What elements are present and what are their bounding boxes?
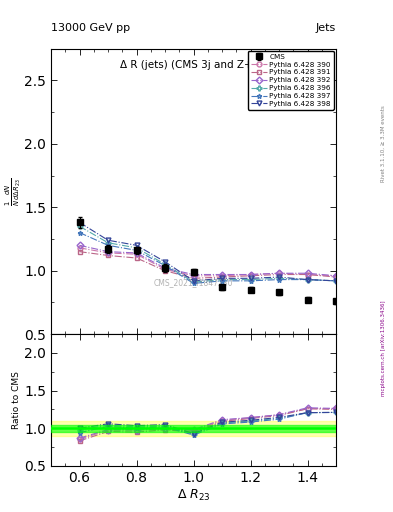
Pythia 6.428 390: [220, 273, 224, 279]
Pythia 6.428 397: [191, 280, 196, 286]
Pythia 6.428 397: [305, 276, 310, 283]
Pythia 6.428 390: [106, 250, 110, 256]
Pythia 6.428 397: [220, 278, 224, 284]
Pythia 6.428 390: [77, 245, 82, 251]
Pythia 6.428 390: [277, 270, 281, 276]
Line: Pythia 6.428 391: Pythia 6.428 391: [77, 249, 338, 281]
Line: Pythia 6.428 397: Pythia 6.428 397: [77, 230, 338, 286]
Pythia 6.428 396: [220, 276, 224, 283]
Pythia 6.428 392: [220, 271, 224, 278]
Pythia 6.428 397: [248, 278, 253, 284]
Pythia 6.428 391: [277, 271, 281, 278]
Legend: CMS, Pythia 6.428 390, Pythia 6.428 391, Pythia 6.428 392, Pythia 6.428 396, Pyt: CMS, Pythia 6.428 390, Pythia 6.428 391,…: [248, 51, 334, 110]
Pythia 6.428 390: [334, 273, 338, 279]
Pythia 6.428 392: [134, 250, 139, 256]
Pythia 6.428 398: [220, 275, 224, 282]
Pythia 6.428 398: [334, 278, 338, 284]
Pythia 6.428 390: [305, 271, 310, 278]
Pythia 6.428 391: [134, 255, 139, 261]
Pythia 6.428 397: [134, 247, 139, 253]
Pythia 6.428 391: [163, 268, 167, 274]
Text: Δ R (jets) (CMS 3j and Z+2j): Δ R (jets) (CMS 3j and Z+2j): [120, 60, 267, 70]
Pythia 6.428 397: [163, 263, 167, 269]
Bar: [51, 421, 336, 436]
Y-axis label: Ratio to CMS: Ratio to CMS: [13, 371, 22, 429]
Bar: [51, 424, 336, 432]
Pythia 6.428 390: [163, 266, 167, 272]
Text: CMS_2021_I1847230: CMS_2021_I1847230: [154, 278, 233, 287]
Pythia 6.428 396: [248, 276, 253, 283]
Y-axis label: $\frac{1}{N}\frac{dN}{d\Delta R_{23}}$: $\frac{1}{N}\frac{dN}{d\Delta R_{23}}$: [4, 177, 23, 206]
Pythia 6.428 396: [191, 279, 196, 285]
Pythia 6.428 392: [163, 265, 167, 271]
Pythia 6.428 396: [77, 223, 82, 229]
Pythia 6.428 392: [277, 270, 281, 276]
Pythia 6.428 397: [77, 229, 82, 236]
Pythia 6.428 396: [334, 278, 338, 284]
Pythia 6.428 396: [305, 276, 310, 283]
X-axis label: $\Delta\ R_{23}$: $\Delta\ R_{23}$: [177, 487, 210, 503]
Pythia 6.428 391: [106, 252, 110, 259]
Pythia 6.428 398: [106, 237, 110, 243]
Pythia 6.428 396: [277, 275, 281, 282]
Pythia 6.428 398: [163, 259, 167, 265]
Pythia 6.428 396: [106, 240, 110, 246]
Pythia 6.428 398: [134, 242, 139, 248]
Pythia 6.428 392: [248, 271, 253, 278]
Pythia 6.428 390: [134, 251, 139, 257]
Pythia 6.428 392: [106, 249, 110, 255]
Text: mcplots.cern.ch [arXiv:1306.3436]: mcplots.cern.ch [arXiv:1306.3436]: [381, 301, 386, 396]
Pythia 6.428 397: [277, 276, 281, 283]
Pythia 6.428 396: [134, 245, 139, 251]
Text: Jets: Jets: [316, 23, 336, 33]
Line: Pythia 6.428 390: Pythia 6.428 390: [77, 245, 338, 278]
Pythia 6.428 398: [191, 278, 196, 284]
Pythia 6.428 398: [248, 275, 253, 282]
Pythia 6.428 392: [334, 273, 338, 279]
Pythia 6.428 398: [305, 276, 310, 283]
Pythia 6.428 398: [277, 274, 281, 280]
Pythia 6.428 396: [163, 261, 167, 267]
Pythia 6.428 391: [191, 275, 196, 282]
Pythia 6.428 391: [334, 274, 338, 280]
Pythia 6.428 397: [334, 278, 338, 284]
Pythia 6.428 390: [191, 273, 196, 279]
Line: Pythia 6.428 392: Pythia 6.428 392: [77, 243, 338, 278]
Pythia 6.428 391: [305, 271, 310, 278]
Pythia 6.428 392: [191, 271, 196, 278]
Line: Pythia 6.428 398: Pythia 6.428 398: [77, 220, 338, 283]
Pythia 6.428 398: [77, 220, 82, 226]
Pythia 6.428 391: [220, 274, 224, 280]
Text: 13000 GeV pp: 13000 GeV pp: [51, 23, 130, 33]
Line: Pythia 6.428 396: Pythia 6.428 396: [77, 224, 338, 285]
Pythia 6.428 391: [248, 273, 253, 279]
Pythia 6.428 397: [106, 242, 110, 248]
Text: Rivet 3.1.10, ≥ 3.3M events: Rivet 3.1.10, ≥ 3.3M events: [381, 105, 386, 182]
Pythia 6.428 391: [77, 249, 82, 255]
Pythia 6.428 392: [77, 242, 82, 248]
Pythia 6.428 390: [248, 271, 253, 278]
Pythia 6.428 392: [305, 270, 310, 276]
